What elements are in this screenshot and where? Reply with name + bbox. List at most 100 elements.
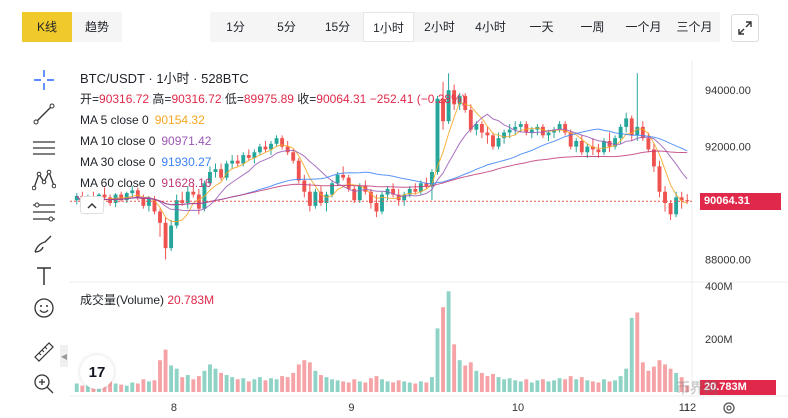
tradingview-logo[interactable]: 17 (80, 355, 114, 389)
volume-bar (152, 380, 157, 392)
volume-bar (374, 376, 379, 392)
candle-body (130, 190, 135, 194)
candle-body (74, 195, 79, 201)
ma-value: 90154.32 (154, 113, 205, 127)
volume-bar (674, 372, 679, 392)
volume-bar (85, 384, 90, 392)
interval-tab-8[interactable]: 一个月 (625, 20, 662, 34)
volume-bar (219, 372, 224, 392)
candle-body (646, 138, 651, 150)
candle-body (596, 149, 601, 153)
volume-bar (568, 376, 573, 392)
interval-tab-5[interactable]: 4小时 (475, 20, 506, 34)
volume-bar (552, 380, 556, 392)
brush-icon (34, 235, 52, 253)
volume-bar (263, 380, 268, 392)
candle-body (346, 177, 351, 189)
time-tick-label: 12 (684, 402, 696, 414)
volume-bar (241, 378, 246, 392)
volume-legend: 成交量(Volume) 20.783M (80, 291, 214, 308)
candle-body (357, 186, 362, 201)
volume-bar (474, 370, 479, 392)
candle-body (474, 124, 479, 130)
candle-body (119, 194, 124, 201)
candle-body (274, 138, 279, 144)
zoom-in-icon (34, 374, 54, 394)
volume-bar (679, 377, 684, 392)
brush-tool[interactable] (28, 230, 60, 258)
interval-tab-2[interactable]: 15分 (324, 20, 351, 34)
volume-bar (441, 307, 445, 392)
ma-label: MA 30 close 0 (80, 155, 156, 169)
candle-body (307, 191, 312, 206)
horizontal-lines-tool[interactable] (28, 134, 60, 162)
candle-body (635, 126, 640, 136)
volume-bar (108, 381, 113, 392)
ma-row: MA 60 close 0 91628.16 (80, 173, 466, 194)
text-tool[interactable] (28, 262, 60, 290)
interval-tab-6[interactable]: 一天 (529, 20, 554, 34)
crosshair-tool[interactable] (28, 66, 60, 94)
candle-body (330, 183, 334, 195)
volume-bar (413, 383, 418, 392)
volume-bar (463, 365, 468, 392)
volume-bar (663, 364, 667, 392)
candle-body (574, 140, 579, 147)
interval-tab-7[interactable]: 一周 (580, 20, 605, 34)
ruler-icon (34, 342, 54, 362)
emoji-tool[interactable] (28, 294, 60, 322)
pattern-tool[interactable] (28, 166, 60, 194)
volume-bar (224, 375, 229, 392)
interval-tab-3[interactable]: 1小时 (363, 12, 414, 42)
candle-body (191, 191, 196, 195)
crosshair-icon (34, 70, 54, 90)
fibonacci-tool[interactable] (28, 198, 60, 226)
candle-body (302, 180, 307, 192)
candle-body (368, 191, 373, 204)
ma-row: MA 10 close 0 90971.42 (80, 131, 466, 152)
candle-body (668, 203, 673, 215)
candle-body (679, 197, 684, 201)
measure-tool[interactable] (28, 338, 60, 366)
volume-bar (368, 378, 373, 392)
interval-tab-1[interactable]: 5分 (277, 20, 296, 34)
interval-tab-0[interactable]: 1分 (226, 20, 245, 34)
candle-body (479, 124, 484, 133)
view-tab-1[interactable]: 趋势 (72, 12, 122, 42)
zoom-tool[interactable] (28, 370, 60, 398)
candle-body (407, 188, 412, 195)
volume-bar (557, 378, 562, 392)
toolbar-collapse-toggle[interactable]: ◀ (60, 345, 68, 367)
volume-bar (651, 366, 656, 392)
volume-bar (191, 379, 196, 392)
volume-bar (274, 379, 279, 392)
candle-body (435, 98, 440, 172)
volume-tick-label: 400M (705, 281, 733, 293)
legend-collapse-button[interactable] (80, 196, 104, 214)
volume-bar (430, 377, 434, 392)
view-tab-0[interactable]: K线 (22, 12, 72, 42)
volume-bar (291, 372, 296, 392)
ma-row: MA 5 close 0 90154.32 (80, 110, 466, 131)
candle-body (413, 188, 418, 192)
interval-tab-9[interactable]: 三个月 (676, 20, 713, 34)
candle-body (246, 155, 251, 158)
volume-bar (624, 368, 629, 392)
fullscreen-button[interactable] (731, 14, 759, 42)
trendline-tool[interactable] (28, 100, 60, 128)
volume-bar (646, 370, 651, 392)
candle-body (285, 146, 290, 153)
view-toggle: K线 趋势 (22, 12, 122, 42)
candle-body (263, 146, 268, 150)
volume-bar (640, 362, 645, 392)
candle-body (485, 132, 490, 136)
volume-bar (452, 344, 457, 392)
gear-icon[interactable] (722, 401, 736, 415)
candle-body (269, 143, 273, 150)
volume-bar (302, 360, 307, 392)
price-tick-label: 92000.00 (705, 142, 751, 154)
volume-bar (407, 382, 412, 392)
candle-body (557, 124, 562, 130)
interval-tab-4[interactable]: 2小时 (424, 20, 455, 34)
